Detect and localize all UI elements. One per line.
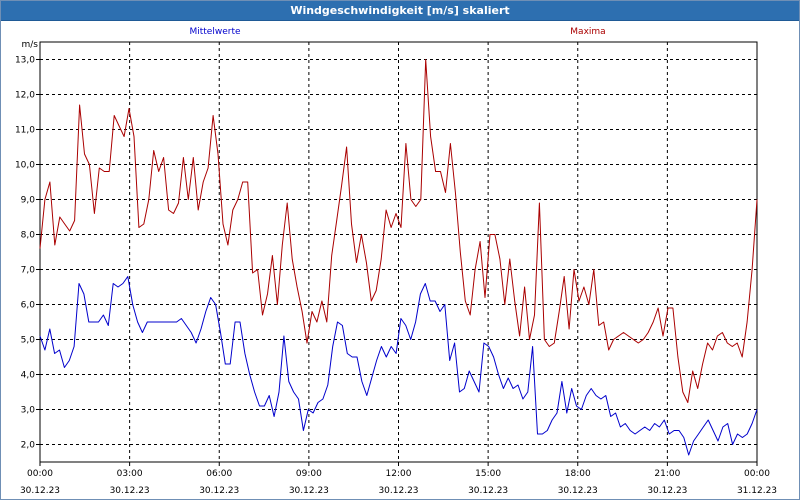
- series-lines: [39, 59, 758, 456]
- y-tick-label: 13,0: [15, 56, 35, 66]
- y-tick-label: 6,0: [21, 301, 36, 311]
- tick-labels: 2,0 3,0 4,0 5,0 6,0 7,0 8,0 9,0 10,0 11,0 12,0 13,0…: [15, 27, 777, 496]
- legend-maxima: Maxima: [570, 27, 605, 37]
- x-tick-time: 12:00: [386, 469, 412, 479]
- x-tick-date: 30.12.23: [199, 486, 239, 496]
- x-tick-date: 30.12.23: [647, 486, 687, 496]
- y-axis-label: m/s: [22, 40, 39, 50]
- x-tick-time: 21:00: [654, 469, 680, 479]
- x-tick-date: 30.12.23: [289, 486, 329, 496]
- y-tick-label: 12,0: [15, 91, 35, 101]
- x-tick-time: 18:00: [565, 469, 591, 479]
- axes: [36, 41, 758, 466]
- x-tick-time: 03:00: [117, 469, 143, 479]
- x-tick-date: 30.12.23: [378, 486, 418, 496]
- x-tick-time: 00:00: [744, 469, 770, 479]
- x-tick-time: 09:00: [296, 469, 322, 479]
- y-tick-label: 8,0: [21, 231, 36, 241]
- x-tick-date: 30.12.23: [20, 486, 60, 496]
- x-tick-time: 00:00: [27, 469, 53, 479]
- x-tick-date: 30.12.23: [558, 486, 598, 496]
- plot-frame: [39, 41, 758, 463]
- x-tick-time: 15:00: [475, 469, 501, 479]
- y-tick-label: 7,0: [21, 266, 36, 276]
- y-tick-label: 2,0: [21, 441, 36, 451]
- x-tick-date: 31.12.23: [737, 486, 777, 496]
- y-tick-label: 10,0: [15, 161, 35, 171]
- y-tick-label: 9,0: [21, 196, 36, 206]
- y-tick-label: 11,0: [15, 126, 35, 136]
- grid: [40, 42, 757, 462]
- x-tick-date: 30.12.23: [110, 486, 150, 496]
- series-line-maxima: [39, 59, 758, 403]
- y-tick-label: 5,0: [21, 336, 36, 346]
- y-tick-label: 3,0: [21, 406, 36, 416]
- legend-mittelwerte: Mittelwerte: [189, 27, 240, 37]
- x-tick-time: 06:00: [206, 469, 232, 479]
- window-title: Windgeschwindigkeit [m/s] skaliert: [1, 1, 799, 21]
- y-tick-label: 4,0: [21, 371, 36, 381]
- x-tick-date: 30.12.23: [468, 486, 508, 496]
- series-line-mittelwerte: [39, 276, 758, 456]
